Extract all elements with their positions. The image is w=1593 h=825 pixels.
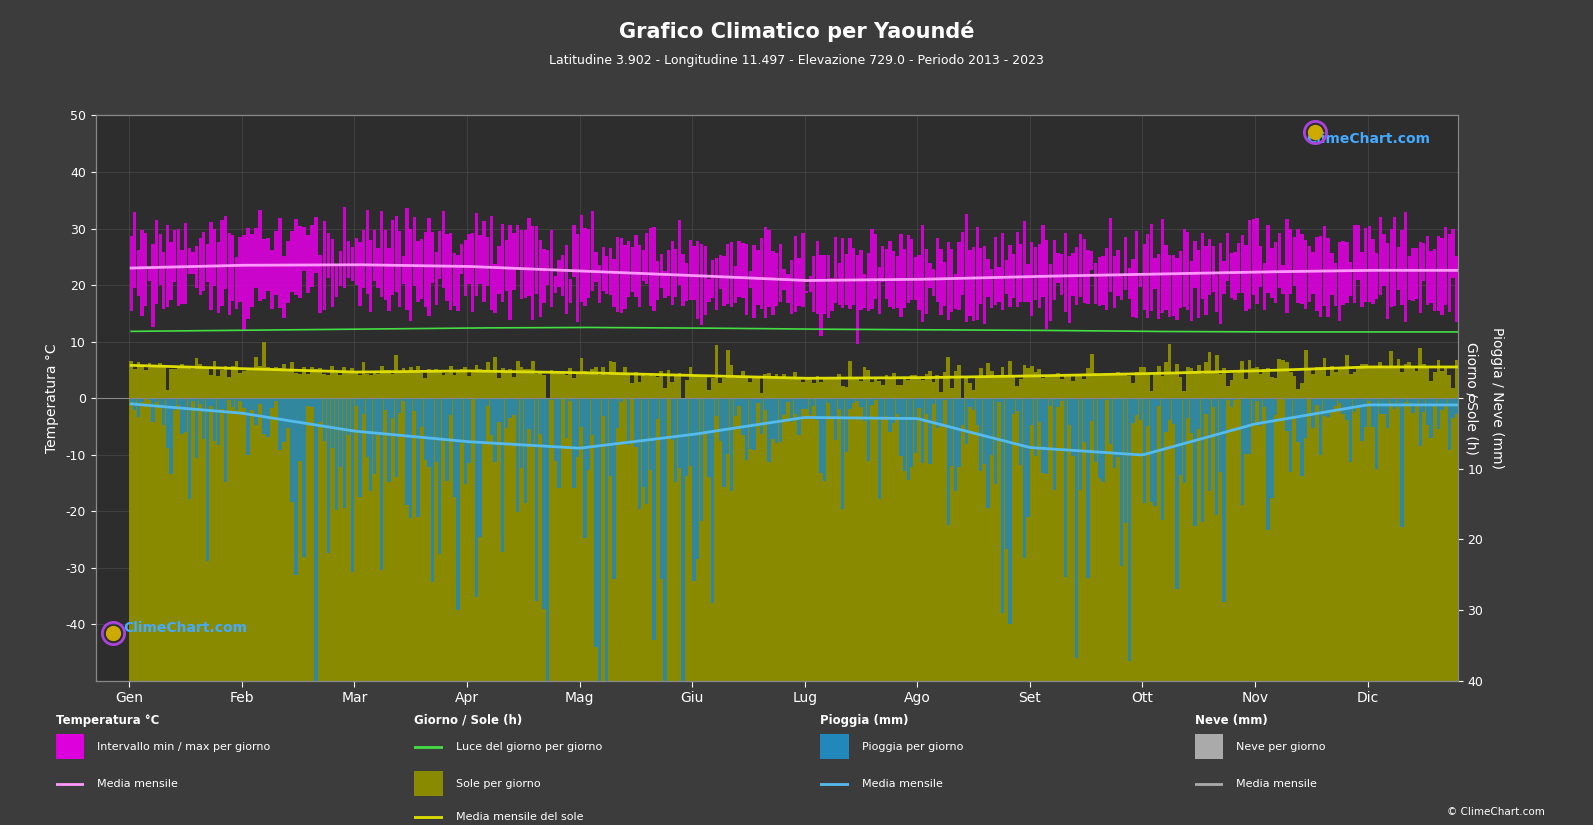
Text: Media mensile: Media mensile	[1236, 779, 1317, 789]
Text: Neve (mm): Neve (mm)	[1195, 714, 1268, 727]
Text: Temperatura °C: Temperatura °C	[56, 714, 159, 727]
Text: Pioggia per giorno: Pioggia per giorno	[862, 742, 964, 752]
Text: Pioggia (mm): Pioggia (mm)	[820, 714, 910, 727]
Text: Media mensile del sole: Media mensile del sole	[456, 812, 583, 822]
Y-axis label: Pioggia / Neve (mm): Pioggia / Neve (mm)	[1489, 327, 1504, 469]
Text: Luce del giorno per giorno: Luce del giorno per giorno	[456, 742, 602, 752]
Text: Giorno / Sole (h): Giorno / Sole (h)	[414, 714, 523, 727]
Text: Intervallo min / max per giorno: Intervallo min / max per giorno	[97, 742, 271, 752]
Text: Latitudine 3.902 - Longitudine 11.497 - Elevazione 729.0 - Periodo 2013 - 2023: Latitudine 3.902 - Longitudine 11.497 - …	[550, 54, 1043, 67]
Y-axis label: Giorno / Sole (h): Giorno / Sole (h)	[1464, 342, 1478, 455]
Text: Neve per giorno: Neve per giorno	[1236, 742, 1325, 752]
Text: Media mensile: Media mensile	[862, 779, 943, 789]
Text: © ClimeChart.com: © ClimeChart.com	[1448, 807, 1545, 817]
Text: Sole per giorno: Sole per giorno	[456, 779, 540, 789]
Text: Media mensile: Media mensile	[97, 779, 178, 789]
Text: ClimeChart.com: ClimeChart.com	[1306, 133, 1431, 147]
Text: ClimeChart.com: ClimeChart.com	[123, 621, 247, 635]
Text: Grafico Climatico per Yaoundé: Grafico Climatico per Yaoundé	[618, 21, 975, 42]
Y-axis label: Temperatura °C: Temperatura °C	[45, 343, 59, 453]
